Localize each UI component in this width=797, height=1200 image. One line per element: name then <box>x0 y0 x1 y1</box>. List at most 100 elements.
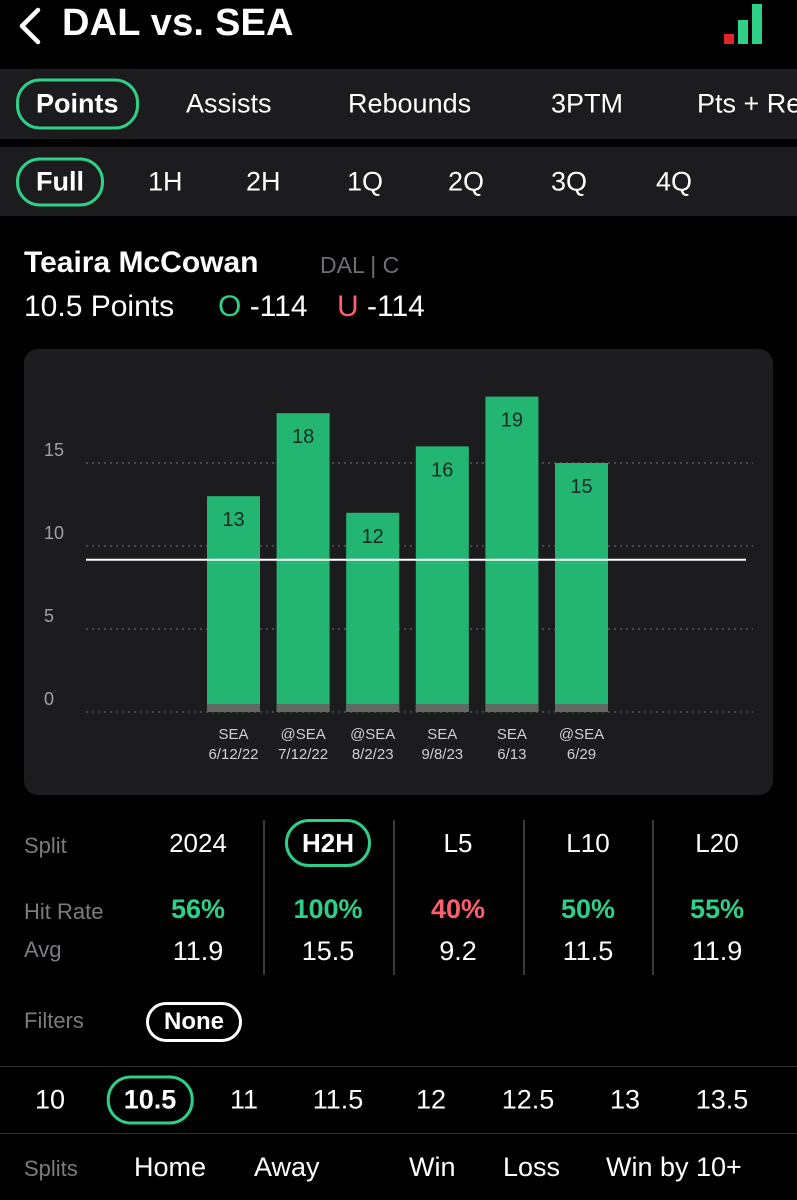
period-tabs: Full 1H 2H 1Q 2Q 3Q 4Q <box>0 147 797 216</box>
bar-base <box>207 704 260 712</box>
tab-assists[interactable]: Assists <box>186 88 272 119</box>
bar <box>276 413 330 712</box>
line-value-13-5[interactable]: 13.5 <box>695 1084 749 1115</box>
split-col-l20[interactable]: L20 <box>695 828 739 858</box>
filters-label: Filters <box>24 1008 84 1033</box>
column-divider <box>263 820 265 975</box>
splits-label: Splits <box>24 1156 78 1181</box>
chevron-left-icon[interactable] <box>14 6 48 46</box>
split-col-h2h[interactable]: H2H <box>273 819 383 867</box>
team-position: DAL | C <box>320 252 400 278</box>
under-odds-value: -114 <box>367 290 425 323</box>
split-win-by-10[interactable]: Win by 10+ <box>606 1152 742 1182</box>
player-name: Teaira McCowan <box>24 246 259 279</box>
bar-value-label: 12 <box>362 526 384 548</box>
over-odds[interactable]: O -114 <box>218 290 308 324</box>
bar-value-label: 15 <box>570 476 592 498</box>
hit-rate-h2h: 100% <box>293 894 363 924</box>
line-value-11[interactable]: 11 <box>229 1084 259 1115</box>
y-tick-label: 5 <box>44 606 54 626</box>
bar-value-label: 19 <box>501 410 523 432</box>
column-divider <box>393 820 395 975</box>
top-header: DAL vs. SEA <box>0 0 797 68</box>
y-tick-label: 15 <box>44 440 64 460</box>
tab-4q[interactable]: 4Q <box>656 166 693 196</box>
stat-tabs: Points Assists Rebounds 3PTM Pts + Re <box>0 69 797 139</box>
x-tick-date-label: 9/8/23 <box>421 746 463 763</box>
bar-value-label: 13 <box>222 509 244 531</box>
bar <box>555 463 608 712</box>
tab-2q[interactable]: 2Q <box>448 166 485 196</box>
column-divider <box>652 820 654 975</box>
line-value-12[interactable]: 12 <box>415 1084 447 1115</box>
hit-rate-l5: 40% <box>430 894 486 924</box>
line-value-10[interactable]: 10 <box>34 1084 66 1115</box>
column-divider <box>523 820 525 975</box>
x-tick-label: @SEA <box>350 726 395 743</box>
under-odds[interactable]: U -114 <box>337 290 425 324</box>
tab-3ptm[interactable]: 3PTM <box>551 88 624 119</box>
prop-line: 10.5 Points <box>24 290 175 323</box>
split-win[interactable]: Win <box>409 1152 456 1182</box>
avg-row-label: Avg <box>24 937 62 962</box>
tab-3q[interactable]: 3Q <box>551 166 588 196</box>
split-away[interactable]: Away <box>254 1152 320 1182</box>
split-row-label: Split <box>24 833 67 858</box>
x-tick-label: SEA <box>497 726 527 743</box>
tab-rebounds[interactable]: Rebounds <box>348 88 472 119</box>
tab-full[interactable]: Full <box>16 157 104 206</box>
x-tick-date-label: 6/12/22 <box>208 746 258 763</box>
tab-2h[interactable]: 2H <box>246 166 281 196</box>
tab-points[interactable]: Points <box>16 78 139 130</box>
signal-bars-icon[interactable] <box>724 2 766 44</box>
x-tick-label: @SEA <box>280 726 325 743</box>
hit-rate-2024: 56% <box>170 894 226 924</box>
bar <box>485 396 539 712</box>
y-tick-label: 10 <box>44 523 64 543</box>
line-value-13[interactable]: 13 <box>609 1084 641 1115</box>
avg-l5: 9.2 <box>439 936 477 966</box>
split-col-2024[interactable]: 2024 <box>169 828 227 858</box>
line-selector: 10 10.5 11 11.5 12 12.5 13 13.5 <box>0 1066 797 1134</box>
over-odds-value: -114 <box>249 290 308 323</box>
under-letter: U <box>337 290 359 323</box>
split-home[interactable]: Home <box>134 1152 207 1182</box>
avg-2024: 11.9 <box>172 936 224 966</box>
x-tick-date-label: 8/2/23 <box>352 746 394 763</box>
bar-base <box>485 704 539 712</box>
hit-rate-l10: 50% <box>560 894 616 924</box>
line-value-11-5[interactable]: 11.5 <box>312 1084 364 1115</box>
hit-rate-l20: 55% <box>689 894 745 924</box>
split-col-l10[interactable]: L10 <box>566 828 610 858</box>
bar-base <box>555 704 608 712</box>
over-letter: O <box>218 290 242 323</box>
split-col-h2h-label: H2H <box>284 819 371 867</box>
line-value-12-5[interactable]: 12.5 <box>501 1084 555 1115</box>
splits-filter-row: Splits Home Away Win Loss Win by 10+ <box>0 1140 797 1200</box>
x-tick-label: SEA <box>427 726 457 743</box>
page-title: DAL vs. SEA <box>62 2 294 44</box>
y-tick-label: 0 <box>44 689 54 709</box>
filter-none-button[interactable]: None <box>146 1002 242 1042</box>
bar-base <box>415 704 469 712</box>
x-tick-date-label: 6/13 <box>497 746 526 763</box>
split-col-l5[interactable]: L5 <box>443 828 473 858</box>
x-tick-date-label: 6/29 <box>567 746 596 763</box>
tab-pts-reb[interactable]: Pts + Re <box>697 88 797 119</box>
avg-l20: 11.9 <box>691 936 743 966</box>
tab-1q[interactable]: 1Q <box>347 166 384 196</box>
bar-value-label: 18 <box>292 426 314 448</box>
avg-l10: 11.5 <box>562 936 614 966</box>
bar-base <box>276 704 330 712</box>
bar-base <box>346 704 400 712</box>
x-tick-label: @SEA <box>559 726 604 743</box>
line-value-10-5[interactable]: 10.5 <box>106 1075 194 1125</box>
hit-rate-row-label: Hit Rate <box>24 899 104 924</box>
avg-h2h: 15.5 <box>301 936 355 966</box>
split-loss[interactable]: Loss <box>503 1152 561 1182</box>
bar-value-label: 16 <box>431 459 453 481</box>
points-chart: 0 5 10 15 13 SEA 6/12/22 18 @SEA 7/12/22 12 @SEA 8/2… <box>24 349 773 795</box>
tab-1h[interactable]: 1H <box>148 166 183 196</box>
x-tick-date-label: 7/12/22 <box>278 746 328 763</box>
bar <box>207 496 260 712</box>
